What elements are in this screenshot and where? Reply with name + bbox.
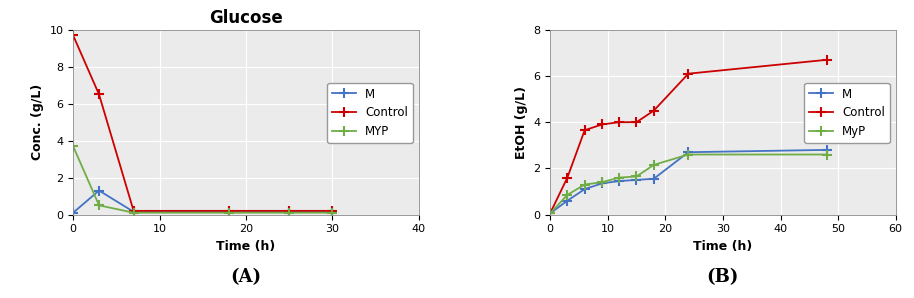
- Legend: M, Control, MyP: M, Control, MyP: [804, 83, 890, 143]
- Line: Control: Control: [546, 55, 832, 218]
- Control: [648, 109, 659, 112]
- Control: [283, 209, 294, 213]
- M: [683, 150, 694, 154]
- MyP: [579, 183, 590, 186]
- MYP: [283, 211, 294, 215]
- M: [327, 210, 338, 214]
- Text: (A): (A): [230, 268, 261, 286]
- Line: MyP: MyP: [546, 150, 832, 218]
- M: [821, 148, 832, 152]
- MyP: [821, 153, 832, 156]
- Y-axis label: Conc. (g/L): Conc. (g/L): [31, 84, 44, 160]
- M: [93, 189, 104, 192]
- Control: [93, 93, 104, 96]
- MYP: [223, 211, 234, 215]
- Text: (B): (B): [707, 268, 739, 286]
- MYP: [327, 211, 338, 215]
- MyP: [562, 193, 573, 197]
- Control: [579, 128, 590, 132]
- M: [283, 210, 294, 214]
- Y-axis label: EtOH (g/L): EtOH (g/L): [515, 86, 527, 159]
- M: [631, 178, 642, 182]
- Control: [68, 34, 79, 37]
- M: [579, 187, 590, 191]
- Control: [683, 72, 694, 75]
- M: [223, 210, 234, 214]
- M: [613, 179, 624, 183]
- M: [562, 199, 573, 203]
- Title: Glucose: Glucose: [209, 9, 282, 27]
- Line: MYP: MYP: [69, 141, 337, 218]
- Control: [223, 209, 234, 213]
- M: [597, 181, 608, 185]
- M: [648, 177, 659, 181]
- X-axis label: Time (h): Time (h): [694, 240, 752, 253]
- X-axis label: Time (h): Time (h): [217, 240, 275, 253]
- Control: [821, 58, 832, 62]
- Line: M: M: [546, 145, 832, 218]
- Control: [545, 212, 556, 215]
- MyP: [597, 180, 608, 184]
- MyP: [613, 176, 624, 179]
- Control: [597, 123, 608, 126]
- Line: Control: Control: [69, 30, 337, 216]
- MyP: [631, 175, 642, 178]
- Legend: M, Control, MYP: M, Control, MYP: [327, 83, 413, 143]
- Control: [327, 209, 338, 213]
- M: [545, 212, 556, 215]
- Control: [631, 120, 642, 124]
- Control: [613, 120, 624, 124]
- MYP: [128, 211, 139, 215]
- MYP: [68, 145, 79, 148]
- M: [128, 210, 139, 214]
- MyP: [545, 212, 556, 215]
- Control: [562, 176, 573, 179]
- MyP: [683, 153, 694, 156]
- MyP: [648, 163, 659, 167]
- Control: [128, 209, 139, 213]
- MYP: [93, 204, 104, 207]
- M: [68, 211, 79, 215]
- Line: M: M: [69, 186, 337, 218]
